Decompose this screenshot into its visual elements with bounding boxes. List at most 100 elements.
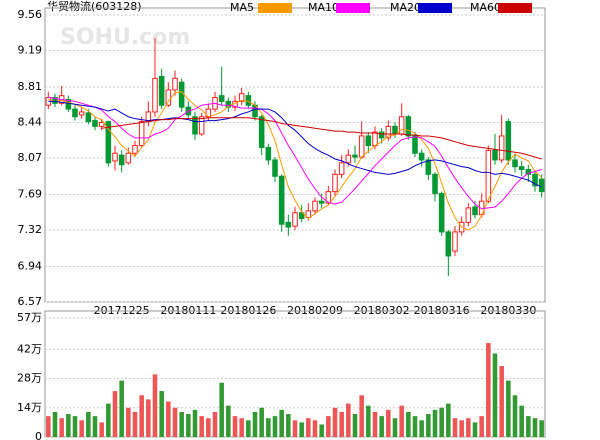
volume-bar: [506, 380, 511, 437]
candle-body: [405, 116, 412, 137]
volume-bar: [146, 399, 151, 437]
candle-body: [418, 152, 425, 161]
volume-bar: [532, 418, 538, 437]
volume-bar: [399, 405, 404, 437]
candle-body: [152, 77, 158, 113]
volume-bar: [132, 411, 138, 437]
volume-bar: [366, 405, 371, 437]
volume-bar: [332, 407, 338, 437]
candle-body: [285, 221, 292, 228]
legend-swatch: [498, 3, 532, 13]
candle-body: [165, 89, 172, 106]
candle-body: [238, 93, 245, 102]
volume-bar: [46, 416, 51, 437]
volume-bar: [452, 418, 458, 437]
candle-body: [98, 122, 105, 127]
candle-body: [312, 200, 318, 212]
candle-body: [278, 175, 285, 225]
candle-body: [318, 200, 325, 204]
volume-bar: [86, 411, 91, 437]
volume-bar: [266, 418, 271, 437]
candle-body: [485, 149, 492, 202]
candle-body: [118, 154, 125, 166]
candle-body: [65, 98, 72, 110]
candle-body: [92, 120, 98, 127]
volume-bar: [72, 416, 78, 437]
candle-body: [112, 152, 118, 162]
y-tick-label: 8.44: [18, 116, 43, 129]
volume-bar: [386, 409, 391, 437]
volume-bar: [406, 411, 411, 437]
volume-bar: [79, 420, 84, 437]
volume-bar: [239, 418, 244, 437]
y-tick-label: 6.57: [18, 295, 43, 308]
legend-swatch: [336, 3, 370, 13]
volume-bar: [126, 407, 131, 437]
candle-body: [292, 212, 298, 227]
volume-bar: [486, 343, 491, 437]
candle-body: [298, 212, 305, 219]
chart-title: 华贸物流(603128): [47, 0, 142, 13]
volume-bar: [446, 403, 451, 437]
candle-body: [225, 100, 232, 108]
y-tick-label: 9.56: [18, 8, 43, 21]
volume-bar: [206, 418, 211, 437]
candle-body: [218, 95, 225, 102]
legend-label: MA60: [470, 1, 501, 14]
candle-body: [525, 169, 532, 175]
candle-body: [258, 116, 265, 148]
volume-bar: [492, 353, 498, 437]
volume-bar: [292, 420, 298, 437]
candle-body: [425, 159, 432, 175]
candle-body: [385, 125, 392, 139]
volume-bar: [299, 422, 304, 437]
candle-body: [125, 152, 132, 164]
volume-bar: [226, 405, 231, 437]
ma-line: [48, 100, 542, 188]
volume-bar: [426, 414, 431, 437]
volume-bar: [52, 411, 58, 437]
y-tick-label: 7.32: [18, 223, 43, 236]
candle-body: [345, 154, 352, 164]
volume-bar: [272, 416, 278, 437]
volume-bar: [199, 416, 204, 437]
volume-bar: [539, 420, 544, 437]
volume-bar: [92, 416, 98, 437]
volume-bar: [279, 409, 284, 437]
volume-bar: [499, 366, 504, 437]
candle-body: [538, 178, 545, 193]
volume-bar: [466, 418, 471, 437]
volume-bar: [379, 416, 384, 437]
candle-body: [305, 210, 312, 219]
candle-body: [72, 108, 78, 118]
candle-body: [178, 81, 185, 108]
volume-bar: [119, 380, 124, 437]
candle-body: [192, 116, 198, 135]
candle-body: [445, 231, 452, 257]
candle-body: [452, 231, 458, 252]
candle-body: [358, 135, 365, 158]
y-tick-label: 14万: [17, 401, 42, 414]
candle-body: [465, 207, 472, 223]
volume-bar: [432, 409, 438, 437]
candle-body: [265, 146, 272, 161]
volume-bar: [219, 382, 224, 437]
candle-body: [338, 162, 345, 175]
volume-bar: [306, 418, 311, 437]
candle-body: [138, 121, 145, 147]
volume-bar: [246, 420, 251, 437]
volume-bar: [339, 411, 344, 437]
ma-line: [101, 117, 542, 160]
y-tick-label: 6.94: [18, 259, 43, 272]
volume-bar: [286, 414, 291, 437]
volume-bar: [352, 414, 358, 437]
volume-bar: [66, 414, 71, 437]
volume-bar: [166, 401, 171, 437]
candle-body: [518, 166, 525, 171]
candle-body: [392, 125, 398, 135]
candle-body: [325, 191, 332, 204]
candle-body: [398, 116, 405, 135]
candle-body: [505, 121, 512, 161]
volume-bar: [512, 395, 518, 437]
